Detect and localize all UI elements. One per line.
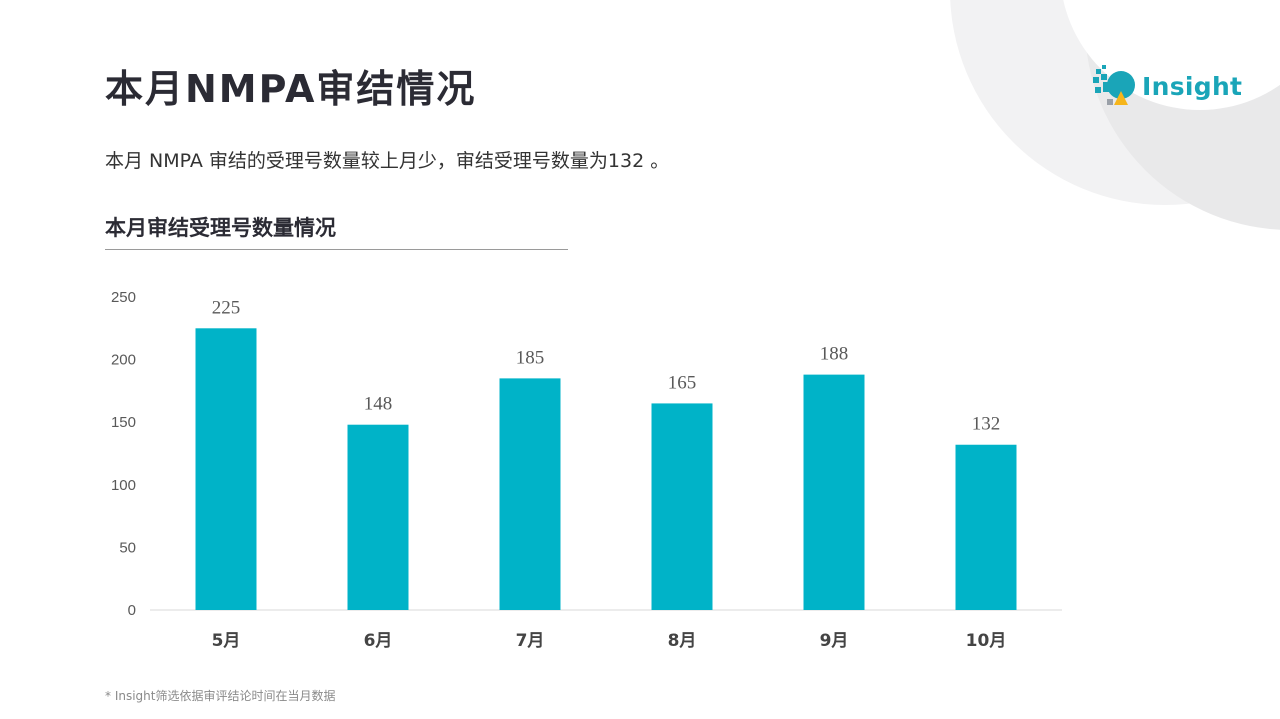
bar-value-label: 148 (364, 394, 393, 415)
y-tick-label: 50 (119, 539, 136, 556)
x-tick-label: 5月 (212, 631, 241, 651)
bar (347, 424, 409, 610)
x-tick-label: 7月 (516, 631, 545, 651)
y-tick-label: 100 (111, 477, 136, 494)
bar-value-label: 165 (668, 372, 697, 393)
x-tick-label: 9月 (820, 631, 849, 651)
footnote: * Insight筛选依据审评结论时间在当月数据 (105, 689, 336, 703)
y-axis: 0 50 100 150 200 250 (111, 289, 136, 619)
y-tick-label: 0 (128, 602, 136, 619)
bar-value-label: 132 (972, 414, 1001, 435)
section-divider (105, 249, 568, 250)
insight-logo-icon (1093, 65, 1135, 105)
x-tick-label: 6月 (364, 631, 393, 651)
bars-group (195, 328, 1017, 610)
bar (803, 374, 865, 610)
y-tick-label: 150 (111, 414, 136, 431)
x-axis: 5月 6月 7月 8月 9月 10月 (212, 631, 1007, 651)
y-tick-label: 200 (111, 352, 136, 369)
bar-value-label: 225 (212, 297, 241, 318)
page-title: 本月NMPA审结情况 (105, 67, 477, 111)
bar-value-label: 185 (516, 347, 545, 368)
bar (955, 444, 1017, 610)
section-title: 本月审结受理号数量情况 (105, 216, 336, 240)
logo-text: Insight (1142, 71, 1243, 101)
x-tick-label: 10月 (966, 631, 1007, 651)
insight-logo: Insight (1092, 64, 1242, 108)
bar (651, 403, 713, 610)
y-tick-label: 250 (111, 289, 136, 306)
x-tick-label: 8月 (668, 631, 697, 651)
data-labels-group: 225 148 185 165 188 132 (212, 297, 1001, 434)
bar (499, 378, 561, 610)
bar-value-label: 188 (820, 344, 849, 365)
bar (195, 328, 257, 610)
summary-text: 本月 NMPA 审结的受理号数量较上月少，审结受理号数量为132 。 (105, 150, 670, 172)
